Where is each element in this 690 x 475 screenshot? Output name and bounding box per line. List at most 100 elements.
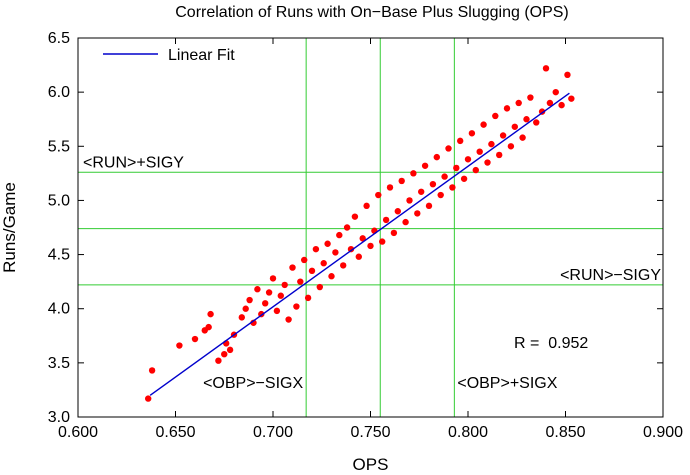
data-point xyxy=(433,153,440,161)
data-point xyxy=(191,335,199,343)
y-tick-label: 3.0 xyxy=(48,409,70,426)
data-point xyxy=(414,210,421,217)
data-point xyxy=(441,173,448,180)
data-point xyxy=(429,180,437,188)
x-axis-title: OPS xyxy=(353,455,389,474)
y-tick-label: 5.5 xyxy=(48,138,70,155)
data-point xyxy=(293,303,300,310)
data-point xyxy=(476,148,483,155)
label-obp-plus-sigx: <OBP>+SIGX xyxy=(457,375,557,392)
data-point xyxy=(289,264,296,271)
data-point xyxy=(285,316,292,323)
data-point xyxy=(457,137,464,145)
data-point xyxy=(499,132,507,139)
x-tick-label: 0.750 xyxy=(350,424,390,441)
data-point xyxy=(425,202,433,210)
data-point xyxy=(242,305,249,312)
data-point xyxy=(421,162,429,169)
data-point xyxy=(221,350,228,358)
reference-lines xyxy=(78,38,663,417)
data-point xyxy=(460,175,468,182)
data-point xyxy=(328,273,335,280)
x-tick-label: 0.700 xyxy=(253,424,293,441)
data-point xyxy=(363,202,370,210)
data-point xyxy=(301,256,308,264)
data-point xyxy=(304,294,312,302)
data-point xyxy=(464,156,472,163)
data-point xyxy=(316,283,323,291)
data-point xyxy=(480,121,487,128)
label-obp-minus-sigx: <OBP>−SIGX xyxy=(203,375,303,392)
data-points xyxy=(145,65,575,402)
data-point xyxy=(265,289,273,296)
data-point xyxy=(418,188,425,195)
data-point xyxy=(145,395,152,402)
data-point xyxy=(568,95,575,102)
data-point xyxy=(488,140,495,148)
y-tick-label: 4.5 xyxy=(48,247,70,264)
y-tick-label: 6.5 xyxy=(48,30,70,47)
fit-line xyxy=(149,92,570,396)
data-point xyxy=(558,101,565,109)
label-run-minus-sigy: <RUN>−SIGY xyxy=(560,267,661,284)
x-tick-label: 0.900 xyxy=(643,424,683,441)
data-point xyxy=(406,197,413,204)
data-point xyxy=(308,267,316,275)
data-point xyxy=(564,71,571,79)
x-tick-label: 0.800 xyxy=(448,424,488,441)
y-tick-label: 4.0 xyxy=(48,301,70,318)
legend: Linear Fit xyxy=(103,47,235,64)
data-point xyxy=(215,357,222,364)
data-point xyxy=(375,191,382,199)
data-point xyxy=(281,281,288,289)
annotations: <RUN>+SIGY <RUN>−SIGY <OBP>−SIGX <OBP>+SIGX xyxy=(83,154,661,392)
data-point xyxy=(445,145,452,152)
data-point xyxy=(394,208,401,215)
data-point xyxy=(533,119,540,126)
data-point xyxy=(355,253,362,260)
data-point xyxy=(332,249,339,256)
data-point xyxy=(343,224,351,231)
data-point xyxy=(546,99,554,107)
data-point xyxy=(484,159,491,166)
data-point xyxy=(205,323,212,331)
data-point xyxy=(379,238,386,245)
data-point xyxy=(336,231,343,239)
x-tick-label: 0.600 xyxy=(58,424,98,441)
data-point xyxy=(542,65,550,72)
data-point xyxy=(312,245,320,253)
axis-ticks: 0.600 0.650 0.700 0.750 0.800 0.850 0.900 3.0 3.… xyxy=(48,30,683,441)
data-point xyxy=(519,134,526,141)
data-point xyxy=(367,242,374,250)
legend-label-linear-fit: Linear Fit xyxy=(168,47,235,64)
data-point xyxy=(351,213,359,220)
data-point xyxy=(472,166,479,174)
data-point xyxy=(176,342,183,349)
chart-title: Correlation of Runs with On−Base Plus Sl… xyxy=(175,4,569,21)
plot-frame xyxy=(77,37,664,418)
data-point xyxy=(503,105,511,112)
data-point xyxy=(449,184,456,191)
data-point xyxy=(390,229,398,237)
data-point xyxy=(507,143,515,150)
data-point xyxy=(207,310,214,318)
data-point xyxy=(254,286,261,293)
x-tick-label: 0.650 xyxy=(155,424,195,441)
y-axis-title: Runs/Game xyxy=(0,182,19,273)
data-point xyxy=(238,314,245,321)
data-point xyxy=(324,240,331,247)
data-point xyxy=(386,184,394,191)
x-tick-label: 0.850 xyxy=(545,424,585,441)
data-point xyxy=(398,177,405,185)
data-point xyxy=(347,245,355,253)
data-point xyxy=(552,88,559,96)
data-point xyxy=(496,151,503,159)
fit-line-group xyxy=(149,92,570,396)
data-point xyxy=(511,123,518,130)
data-point xyxy=(359,235,366,242)
data-point xyxy=(402,218,409,226)
data-point xyxy=(468,130,476,137)
correlation-annotation: R = 0.952 xyxy=(514,335,588,352)
data-point xyxy=(262,300,269,307)
